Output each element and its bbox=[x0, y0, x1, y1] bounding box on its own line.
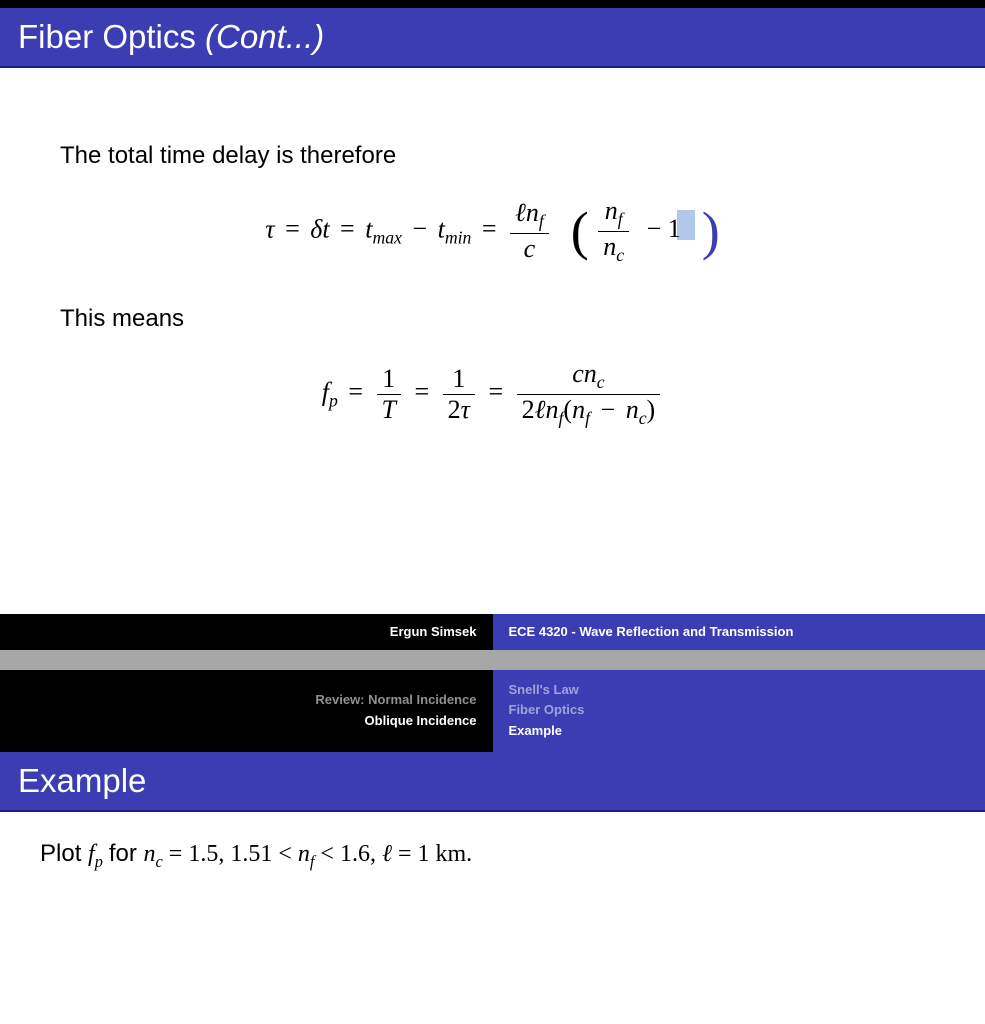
author-name: Ergun Simsek bbox=[390, 624, 477, 639]
eq-f3-den-minus: − bbox=[597, 395, 620, 424]
s2-eq15: = 1.5, 1.51 < bbox=[163, 841, 298, 867]
s2-fp-sub: p bbox=[95, 852, 103, 871]
course-name: ECE 4320 - Wave Reflection and Transmiss… bbox=[509, 624, 794, 639]
footer-author: Ergun Simsek bbox=[0, 614, 493, 650]
eq-equals: = bbox=[344, 377, 367, 406]
footer-nav-right: Snell's Law Fiber Optics Example bbox=[493, 670, 985, 752]
eq-f3-den-n1-sub: f bbox=[585, 408, 590, 428]
eq-inner-den: n bbox=[603, 232, 616, 261]
eq-frac-den: c bbox=[510, 234, 549, 262]
nav-fiber[interactable]: Fiber Optics bbox=[509, 700, 585, 721]
eq-equals: = bbox=[478, 214, 501, 243]
eq-frac-cnc-2lnf: cnc 2ℓnf(nf − nc) bbox=[514, 361, 664, 428]
s2-nc: n bbox=[144, 841, 156, 867]
eq-f1-den: T bbox=[377, 395, 401, 423]
eq-f3-den-rparen: ) bbox=[647, 395, 656, 424]
nav-review[interactable]: Review: Normal Incidence bbox=[315, 690, 476, 711]
eq-f3-num-sub: c bbox=[597, 372, 605, 392]
eq-frac-1-2tau: 1 2τ bbox=[440, 366, 478, 423]
s2-nf: n bbox=[298, 841, 310, 867]
eq-inner-den-sub: c bbox=[616, 245, 624, 265]
eq-inner-num: n bbox=[605, 196, 618, 225]
eq-tmax-sub: max bbox=[372, 228, 401, 248]
eq-f3-den-lparen: ( bbox=[563, 395, 572, 424]
slide-title-text: Fiber Optics bbox=[18, 18, 205, 55]
footer-course: ECE 4320 - Wave Reflection and Transmiss… bbox=[493, 614, 985, 650]
eq-equals: = bbox=[484, 377, 507, 406]
nav-example[interactable]: Example bbox=[509, 721, 562, 742]
s2-nc-sub: c bbox=[156, 852, 163, 871]
eq-equals: = bbox=[281, 214, 304, 243]
footer-author-row: Ergun Simsek ECE 4320 - Wave Reflection … bbox=[0, 614, 985, 650]
eq-fp-sub: p bbox=[329, 390, 338, 410]
eq-frac-num: ℓn bbox=[515, 198, 539, 227]
eq-f2-num: 1 bbox=[443, 366, 475, 395]
s2-plot: Plot bbox=[40, 840, 88, 867]
eq-delta-t: δt bbox=[310, 214, 329, 243]
slide-title-italic: (Cont...) bbox=[205, 18, 324, 55]
eq-f3-den-n2-sub: c bbox=[639, 408, 647, 428]
s2-lt16: < 1.6, bbox=[314, 841, 382, 867]
eq-equals: = bbox=[411, 377, 434, 406]
bridge-text: This means bbox=[60, 301, 925, 337]
nav-snell[interactable]: Snell's Law bbox=[509, 680, 579, 701]
eq-frac-nf-nc: nf nc bbox=[595, 198, 632, 265]
eq-minus-one: − 1 bbox=[639, 214, 685, 243]
footer-gray-divider bbox=[0, 650, 985, 670]
eq-tau: τ bbox=[265, 214, 274, 243]
footer-nav-row: Review: Normal Incidence Oblique Inciden… bbox=[0, 670, 985, 752]
eq-f3-den-n1: n bbox=[572, 395, 585, 424]
slide-content: The total time delay is therefore τ = δt… bbox=[0, 68, 985, 614]
slide2-title-bar: Example bbox=[0, 752, 985, 812]
eq-equals: = bbox=[336, 214, 359, 243]
s2-ell: ℓ bbox=[382, 841, 392, 867]
eq-f2-den-tau: τ bbox=[461, 395, 470, 424]
eq-frac-lnf-c: ℓnf c bbox=[507, 200, 552, 262]
nav-oblique[interactable]: Oblique Incidence bbox=[365, 711, 477, 732]
eq-fp: f bbox=[322, 377, 329, 406]
eq-tmin-sub: min bbox=[445, 228, 472, 248]
eq-frac-1-T: 1 T bbox=[374, 366, 404, 423]
eq-f3-den-ln: ℓn bbox=[535, 395, 559, 424]
eq-tmin: t bbox=[438, 214, 445, 243]
footer-nav-left: Review: Normal Incidence Oblique Inciden… bbox=[0, 670, 493, 752]
slide2-title-text: Example bbox=[18, 762, 146, 799]
top-black-strip bbox=[0, 0, 985, 8]
eq-f1-num: 1 bbox=[377, 366, 401, 395]
slide-title-bar: Fiber Optics (Cont...) bbox=[0, 8, 985, 68]
slide2-content: Plot fp for nc = 1.5, 1.51 < nf < 1.6, ℓ… bbox=[0, 812, 985, 932]
intro-text: The total time delay is therefore bbox=[60, 138, 925, 174]
equation-tau: τ = δt = tmax − tmin = ℓnf c ( nf nc − 1… bbox=[60, 198, 925, 265]
s2-fp: f bbox=[88, 841, 95, 867]
eq-minus: − bbox=[408, 214, 431, 243]
s2-eq1km: = 1 km. bbox=[392, 841, 472, 867]
slide-footer: Ergun Simsek ECE 4320 - Wave Reflection … bbox=[0, 614, 985, 752]
eq-inner-num-sub: f bbox=[618, 209, 623, 229]
eq-f3-num: cn bbox=[572, 359, 597, 388]
equation-fp: fp = 1 T = 1 2τ = cnc 2ℓnf(nf − nc) bbox=[60, 361, 925, 428]
eq-frac-num-sub: f bbox=[539, 212, 544, 232]
s2-for: for bbox=[109, 840, 144, 867]
eq-f3-den-n2: n bbox=[626, 395, 639, 424]
